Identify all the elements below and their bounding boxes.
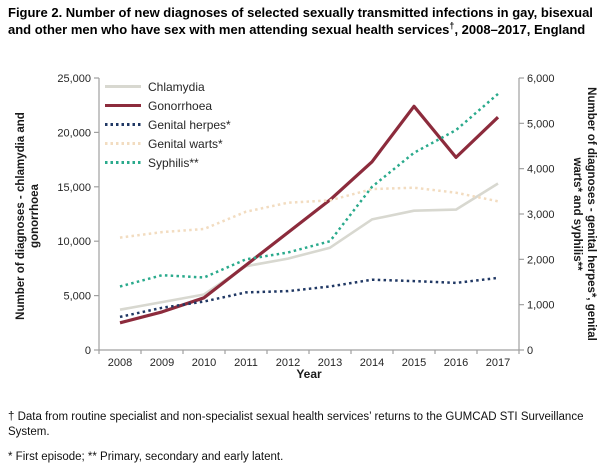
figure-title: Figure 2. Number of new diagnoses of sel…	[8, 4, 596, 38]
genital-herpes-line-sample-icon	[105, 123, 141, 126]
y-axis-left-tick-label: 5,000	[63, 291, 91, 303]
footnotes: † Data from routine specialist and non-s…	[8, 410, 598, 465]
y-axis-left-tick-label: 0	[85, 345, 91, 357]
x-axis-tick-label: 2010	[192, 357, 216, 369]
y-axis-right-tick-label: 6,000	[527, 73, 555, 85]
x-axis-tick-label: 2011	[234, 357, 258, 369]
chlamydia-line-sample-icon	[105, 85, 141, 88]
series-line-genital-warts	[119, 186, 499, 239]
y-axis-right-tick-label: 2,000	[527, 254, 555, 266]
legend-label: Gonorrhoea	[148, 98, 213, 113]
line-chart-plot: 0 5,000 10,000 15,000 20,000 25,000 0 1,000 2,00…	[57, 73, 555, 369]
y-axis-right-tick-label: 3,000	[527, 209, 555, 221]
x-axis-tick-label: 2013	[318, 357, 342, 369]
y-axis-left-tick-label: 20,000	[57, 127, 91, 139]
legend-label: Genital herpes*	[148, 117, 231, 132]
dagger-symbol: †	[449, 20, 455, 31]
syphilis-line-sample-icon	[105, 161, 141, 164]
legend-item-syphilis: Syphilis**	[105, 153, 231, 172]
y-axis-left-title: Number of diagnoses - chlamydia and gono…	[15, 112, 41, 320]
series-line-chlamydia	[119, 182, 499, 311]
y-axis-left-tick-label: 25,000	[57, 73, 91, 85]
x-axis-tick-label: 2017	[486, 357, 510, 369]
figure-title-text: Figure 2. Number of new diagnoses of sel…	[8, 5, 593, 37]
y-axis-left-tick-label: 10,000	[57, 236, 91, 248]
legend-label: Syphilis**	[148, 155, 199, 170]
x-axis-tick-label: 2015	[402, 357, 426, 369]
figure-title-suffix: , 2008–2017, England	[454, 22, 586, 37]
legend-label: Genital warts*	[148, 136, 223, 151]
legend-label: Chlamydia	[148, 79, 205, 94]
y-axis-right-title: Number of diagnoses - genital herpes*, g…	[571, 87, 597, 341]
x-axis-tick-label: 2014	[360, 357, 384, 369]
genital-warts-line-sample-icon	[105, 142, 141, 145]
y-axis-right-tick-label: 1,000	[527, 300, 555, 312]
footnote-data-source: † Data from routine specialist and non-s…	[8, 411, 584, 438]
x-axis-tick-label: 2009	[150, 357, 174, 369]
gonorrhoea-line-sample-icon	[105, 104, 141, 107]
footnote-definitions: * First episode; ** Primary, secondary a…	[8, 451, 284, 463]
y-axis-right-tick-label: 5,000	[527, 118, 555, 130]
legend-item-gonorrhoea: Gonorrhoea	[105, 96, 231, 115]
legend-item-genital-herpes: Genital herpes*	[105, 115, 231, 134]
y-axis-left-tick-label: 15,000	[57, 182, 91, 194]
legend-item-chlamydia: Chlamydia	[105, 77, 231, 96]
x-axis-title: Year	[296, 367, 322, 381]
x-axis-tick-label: 2016	[444, 357, 468, 369]
x-axis-tick-label: 2012	[276, 357, 300, 369]
legend-item-genital-warts: Genital warts*	[105, 134, 231, 153]
series-line-syphilis	[119, 92, 499, 288]
series-line-genital-herpes	[119, 276, 499, 319]
x-axis-tick-label: 2008	[108, 357, 132, 369]
chart-legend: Chlamydia Gonorrhoea Genital herpes* Gen…	[105, 77, 231, 172]
y-axis-right-tick-label: 0	[527, 345, 533, 357]
y-axis-right-tick-label: 4,000	[527, 164, 555, 176]
